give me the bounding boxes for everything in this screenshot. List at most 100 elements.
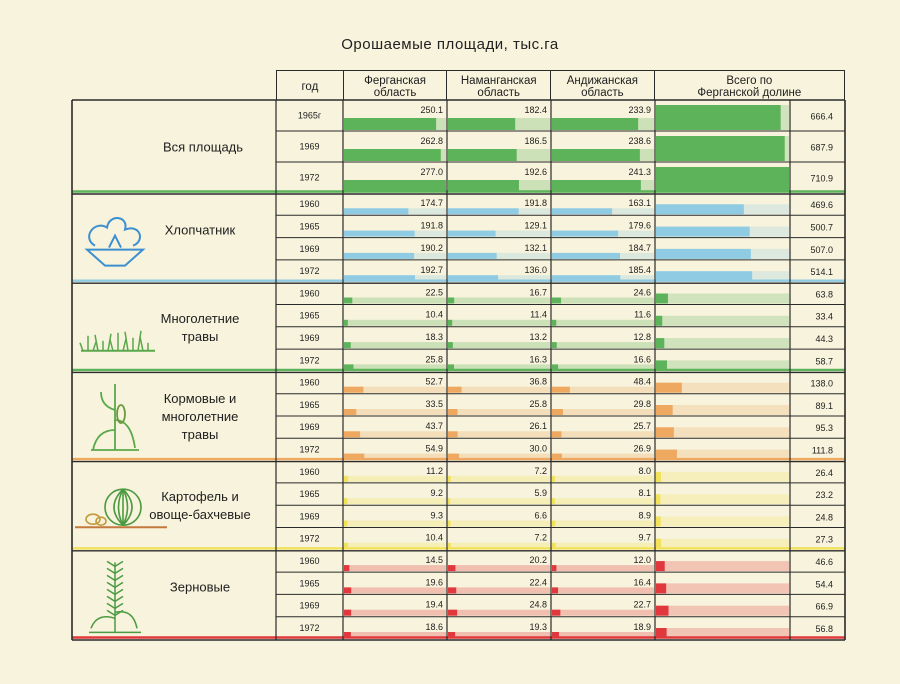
corn-leaf xyxy=(114,419,136,449)
bar-track-fergana xyxy=(344,386,446,393)
bar-fergana xyxy=(344,475,349,482)
value-total: 44.3 xyxy=(815,334,833,344)
bar-track-total xyxy=(656,449,789,460)
bar-track-fergana xyxy=(344,431,446,438)
year-label: 1969 xyxy=(299,244,319,254)
value-total: 23.2 xyxy=(815,490,833,500)
bar-track-fergana xyxy=(344,565,446,572)
value-namangan: 7.2 xyxy=(534,533,547,543)
bar-andijan xyxy=(552,632,559,638)
bar-total xyxy=(656,449,677,460)
value-total: 500.7 xyxy=(810,222,833,232)
value-total: 27.3 xyxy=(815,535,833,545)
year-label: 1965 xyxy=(299,400,319,410)
bar-total xyxy=(656,628,667,638)
value-andijan: 241.3 xyxy=(628,167,651,177)
bar-track-andijan xyxy=(552,587,654,594)
value-andijan: 11.6 xyxy=(634,310,651,320)
bar-total xyxy=(656,605,669,616)
bar-fergana xyxy=(344,208,409,215)
grass-blade xyxy=(122,338,127,351)
grain-kernel xyxy=(114,567,124,575)
group-label: Хлопчатник xyxy=(165,223,236,238)
bar-andijan xyxy=(552,565,557,572)
bar-track-fergana xyxy=(344,453,446,460)
value-namangan: 6.6 xyxy=(534,510,547,520)
value-andijan: 26.9 xyxy=(633,443,651,453)
bar-fergana xyxy=(344,453,365,460)
value-total: 33.4 xyxy=(815,312,833,322)
value-namangan: 186.5 xyxy=(524,136,547,146)
value-total: 58.7 xyxy=(815,356,833,366)
bar-andijan xyxy=(552,342,557,349)
bar-total xyxy=(656,204,744,215)
melon-icon xyxy=(75,488,167,529)
bar-track-fergana xyxy=(344,475,446,482)
bar-andijan xyxy=(552,498,555,505)
value-andijan: 8.0 xyxy=(638,466,651,476)
value-total: 66.9 xyxy=(815,602,833,612)
bar-namangan xyxy=(448,498,451,505)
value-fergana: 190.2 xyxy=(420,243,443,253)
value-andijan: 16.4 xyxy=(633,577,651,587)
group-label: Многолетние xyxy=(161,311,240,326)
group-label: Кормовые и xyxy=(164,391,237,406)
value-andijan: 184.7 xyxy=(628,243,651,253)
value-fergana: 19.4 xyxy=(425,600,443,610)
bar-total xyxy=(656,405,673,415)
bar-track-namangan xyxy=(448,542,550,549)
value-fergana: 9.2 xyxy=(430,488,443,498)
grain-kernel xyxy=(106,581,116,589)
value-namangan: 20.2 xyxy=(529,555,547,565)
bar-total xyxy=(656,315,663,326)
bar-andijan xyxy=(552,475,555,482)
bar-fergana xyxy=(344,587,352,594)
melon-stripe xyxy=(117,488,124,526)
group-label: Вся площадь xyxy=(163,140,243,155)
bar-track-total xyxy=(656,382,789,393)
bar-andijan xyxy=(552,297,562,304)
value-total: 89.1 xyxy=(815,401,833,411)
value-andijan: 185.4 xyxy=(628,265,651,275)
value-namangan: 26.1 xyxy=(529,421,547,431)
value-namangan: 25.8 xyxy=(529,399,547,409)
bar-track-total xyxy=(656,338,789,349)
year-label: 1972 xyxy=(299,355,319,365)
bar-fergana xyxy=(344,118,437,130)
year-label: 1965 xyxy=(299,489,319,499)
year-label: 1972 xyxy=(299,534,319,544)
bar-track-total xyxy=(656,516,789,527)
group-label: многолетние xyxy=(162,409,239,424)
bar-fergana xyxy=(344,342,351,349)
melon-stripe xyxy=(113,488,124,526)
value-fergana: 14.5 xyxy=(425,555,443,565)
grain-kernel xyxy=(106,567,116,575)
bar-total xyxy=(656,382,682,393)
value-andijan: 29.8 xyxy=(633,399,651,409)
value-total: 687.9 xyxy=(810,143,833,153)
cotton-icon xyxy=(84,217,146,267)
bar-track-namangan xyxy=(448,632,550,638)
bar-fergana xyxy=(344,319,348,326)
bar-fergana xyxy=(344,297,353,304)
corn-leaf xyxy=(92,429,116,451)
bar-track-andijan xyxy=(552,453,654,460)
grass-blade xyxy=(94,334,99,351)
group-label: травы xyxy=(182,427,219,442)
value-andijan: 18.9 xyxy=(633,622,651,632)
bar-namangan xyxy=(448,208,519,215)
bar-track-andijan xyxy=(552,498,654,505)
value-namangan: 16.3 xyxy=(529,354,547,364)
bar-track-total xyxy=(656,427,789,438)
bar-andijan xyxy=(552,180,641,192)
value-andijan: 179.6 xyxy=(628,220,651,230)
bar-fergana xyxy=(344,520,348,527)
grass-blade xyxy=(109,339,114,351)
bar-total xyxy=(656,538,662,549)
value-namangan: 192.6 xyxy=(524,167,547,177)
bar-track-namangan xyxy=(448,475,550,482)
value-fergana: 18.3 xyxy=(425,332,443,342)
bar-track-namangan xyxy=(448,386,550,393)
bar-andijan xyxy=(552,453,562,460)
